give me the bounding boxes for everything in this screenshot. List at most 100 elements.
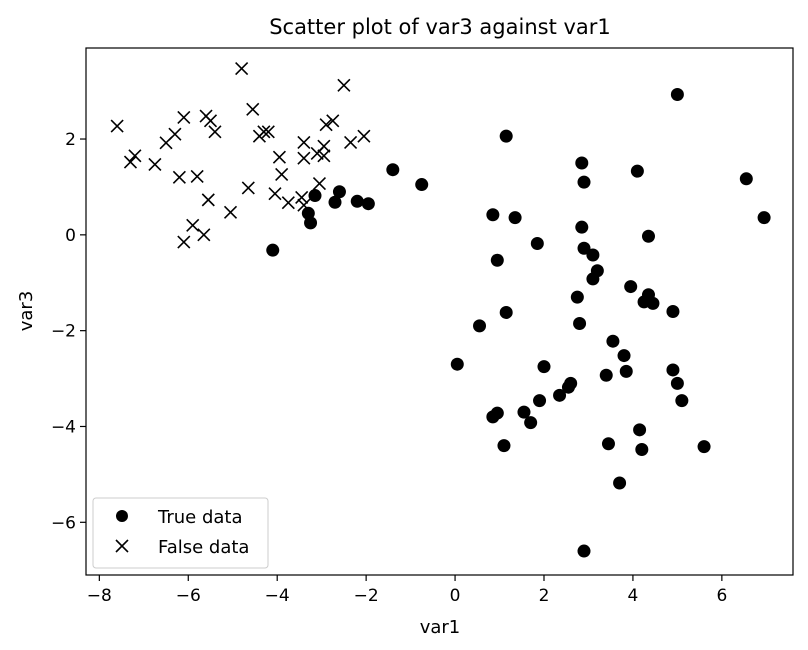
true-data-point <box>490 406 504 420</box>
y-axis-ticks: −6 −4 −2 0 2 <box>51 130 86 533</box>
false-data-point <box>186 218 200 232</box>
x-tick-label: −6 <box>176 586 201 606</box>
true-data-point <box>670 376 684 390</box>
true-data-point <box>533 394 547 408</box>
true-data-point <box>332 185 346 199</box>
true-data-point <box>490 253 504 267</box>
true-data-point <box>630 164 644 178</box>
false-data-point <box>319 118 333 132</box>
true-data-point <box>350 194 364 208</box>
true-data-point <box>386 163 400 177</box>
true-data-point <box>697 440 711 454</box>
true-data-point <box>573 316 587 330</box>
true-data-point <box>361 197 375 211</box>
legend-marker-false <box>115 539 129 553</box>
true-data-point <box>613 476 627 490</box>
true-data-point <box>497 439 511 453</box>
false-data-point <box>297 198 311 212</box>
true-data-point <box>499 305 513 319</box>
y-tick-label: −2 <box>51 322 76 342</box>
true-data-point <box>666 305 680 318</box>
true-data-point <box>646 296 660 310</box>
true-data-point <box>675 394 689 408</box>
legend-label-false: False data <box>158 537 249 558</box>
false-data-point <box>110 119 124 133</box>
false-data-point <box>128 149 142 163</box>
true-data-point <box>517 405 531 419</box>
false-data-point <box>168 127 182 141</box>
true-data-point <box>266 243 280 257</box>
false-data-point <box>177 110 191 125</box>
true-data-point <box>599 368 613 382</box>
false-data-point <box>275 167 289 182</box>
false-data-point <box>208 125 222 139</box>
legend-box <box>92 497 269 569</box>
x-tick-label: −4 <box>265 586 290 606</box>
true-data-point <box>666 363 680 377</box>
true-data-point <box>575 156 589 170</box>
true-data-point <box>564 376 578 390</box>
false-data-point <box>190 169 204 183</box>
true-data-point <box>619 364 633 378</box>
true-data-point <box>328 195 342 209</box>
true-data-point <box>577 175 591 189</box>
legend-label-true: True data <box>157 507 243 528</box>
false-data-point <box>344 135 358 149</box>
y-tick-label: −6 <box>51 513 76 533</box>
data-points <box>110 62 771 558</box>
chart-title: Scatter plot of var3 against var1 <box>269 15 611 39</box>
legend-marker-true <box>116 510 128 522</box>
true-data-point <box>524 416 538 430</box>
true-data-point <box>486 208 500 222</box>
false-data-point <box>223 205 238 219</box>
false-data-point <box>317 139 331 153</box>
true-data-point <box>308 189 322 203</box>
false-data-point <box>268 187 282 201</box>
false-data-point <box>148 157 162 171</box>
true-data-point <box>601 437 615 451</box>
true-data-point <box>473 319 487 333</box>
true-data-point <box>304 216 318 230</box>
legend: True data False data <box>92 497 269 569</box>
true-data-point <box>617 349 631 363</box>
x-tick-label: 2 <box>539 586 550 606</box>
true-data-point <box>530 236 544 250</box>
false-data-point <box>357 129 371 143</box>
true-data-point <box>537 360 551 374</box>
true-data-point <box>570 290 584 304</box>
true-data-point <box>415 178 429 192</box>
false-data-point <box>261 125 275 139</box>
true-data-point <box>757 211 771 225</box>
true-data-point <box>508 211 522 225</box>
x-tick-label: 4 <box>628 586 639 606</box>
true-data-point <box>606 334 620 348</box>
false-data-point <box>241 181 255 195</box>
false-data-point <box>281 196 295 210</box>
true-data-point <box>590 264 604 278</box>
false-data-point <box>172 170 186 184</box>
x-tick-label: −8 <box>87 586 112 606</box>
false-data-point <box>197 228 211 242</box>
x-axis-ticks: −8 −6 −4 −2 0 2 4 6 <box>87 575 727 606</box>
true-data-point <box>553 388 567 402</box>
true-data-point <box>633 423 647 437</box>
true-data-point <box>575 220 589 234</box>
y-tick-label: 2 <box>65 130 76 150</box>
plot-frame <box>85 47 794 576</box>
false-data-point <box>295 190 309 205</box>
true-data-point <box>450 357 464 371</box>
true-data-point <box>739 172 753 186</box>
y-axis-label: var3 <box>16 291 37 332</box>
false-data-point <box>297 135 311 149</box>
true-data-point <box>641 229 655 243</box>
y-tick-label: 0 <box>65 226 76 246</box>
true-data-point <box>586 248 600 262</box>
false-data-point <box>246 102 260 116</box>
false-data-point <box>312 177 327 191</box>
x-tick-label: 6 <box>716 586 727 606</box>
false-data-point <box>257 125 271 139</box>
false-data-point <box>235 62 249 76</box>
false-data-point <box>272 150 286 164</box>
false-data-point <box>317 149 331 163</box>
